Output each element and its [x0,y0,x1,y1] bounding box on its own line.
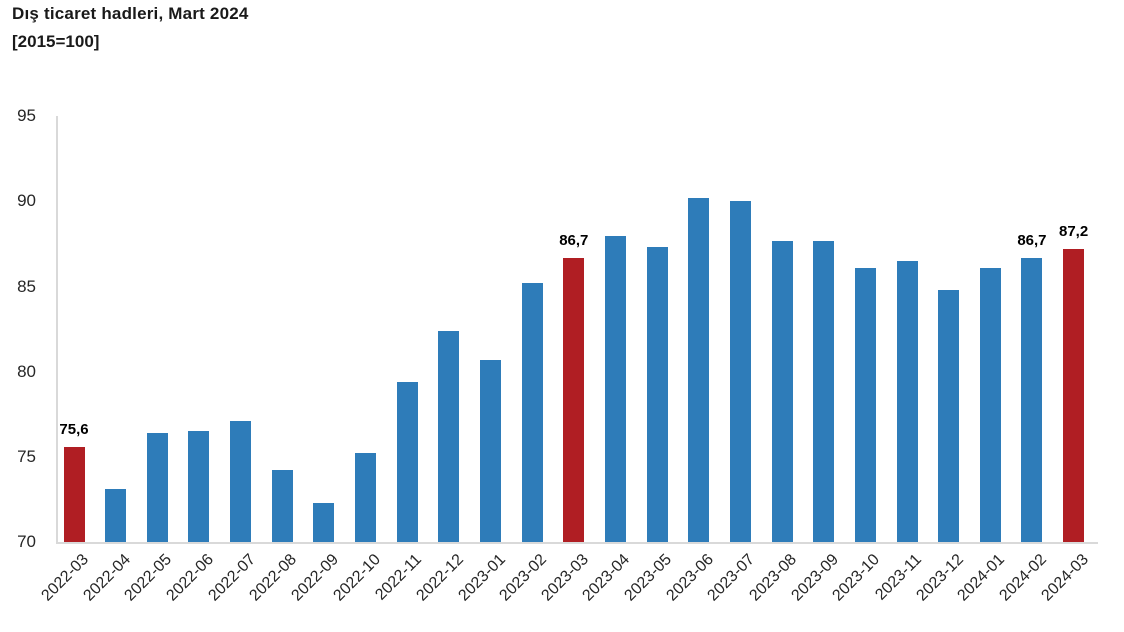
y-tick-label: 70 [17,532,36,551]
bar [813,240,835,542]
bar-highlighted [63,446,85,542]
bar [396,381,418,542]
bar-highlighted [563,257,585,542]
bar [688,198,710,542]
bar [979,267,1001,542]
bar [854,267,876,542]
chart-title: Dış ticaret hadleri, Mart 2024 [12,4,249,23]
bar [771,240,793,542]
y-axis-line [56,116,58,543]
bar [480,359,501,542]
y-tick-label: 90 [17,191,36,211]
y-tick-label: 95 [17,106,36,126]
bar-highlighted [1063,249,1085,542]
bar [438,330,460,542]
y-tick-label: 85 [17,276,36,296]
bar [313,502,335,542]
bar [146,433,168,542]
bar [938,290,960,542]
bar-value-label: 86,7 [1017,231,1047,249]
bar [355,453,377,542]
y-tick-label: 80 [17,361,36,381]
bar [188,431,210,542]
bar [604,235,626,542]
bar [271,470,293,542]
x-axis-line [56,542,1098,544]
bar-value-label: 75,6 [59,420,89,438]
bar [230,421,252,542]
bar [646,247,668,542]
bar [1021,257,1043,542]
bar [521,283,543,542]
bar-value-label: 86,7 [559,231,589,249]
y-tick-label: 75 [17,446,36,466]
bar [105,489,127,542]
bar [729,201,751,542]
bar [896,261,918,542]
chart-subtitle: [2015=100] [12,32,100,51]
bar-value-label: 87,2 [1058,223,1089,241]
